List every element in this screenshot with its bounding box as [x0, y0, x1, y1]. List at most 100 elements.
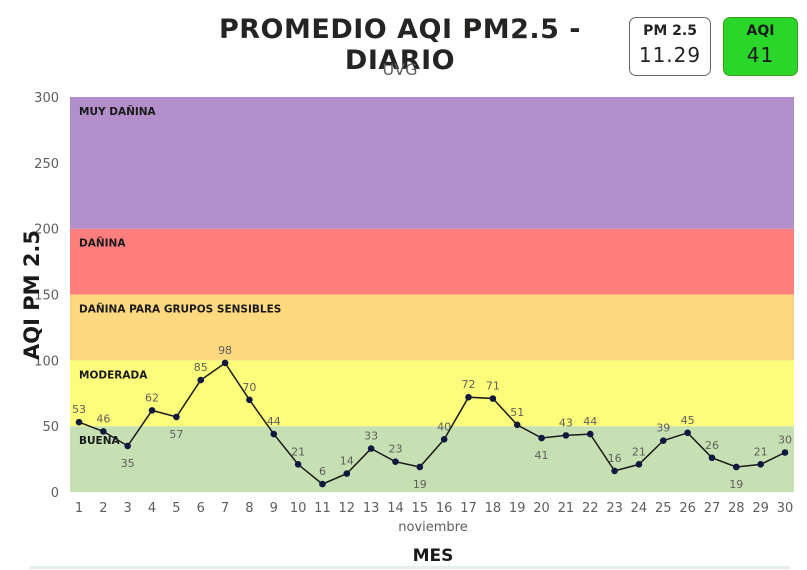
x-tick-label: 21: [558, 501, 575, 516]
x-tick-label: 20: [533, 501, 550, 516]
data-point: [684, 429, 691, 437]
data-point: [197, 376, 205, 384]
band-1: [70, 360, 794, 427]
footer-divider: [30, 566, 790, 569]
x-tick-label: 30: [777, 501, 794, 516]
data-point: [100, 428, 107, 435]
data-point: [124, 442, 131, 450]
y-axis-title: AQI PM 2.5: [20, 230, 44, 360]
y-tick-label: 0: [51, 486, 59, 501]
data-label: 19: [729, 478, 743, 491]
aqi-card-value: 41: [746, 43, 775, 67]
data-point: [392, 458, 399, 466]
data-point: [489, 395, 497, 402]
pm25-card-label: PM 2.5: [643, 23, 697, 39]
data-point: [757, 461, 764, 468]
x-tick-label: 29: [752, 501, 769, 516]
data-point: [221, 359, 229, 367]
band-label: BUENA: [79, 435, 120, 447]
data-label: 16: [608, 452, 622, 465]
chart-subtitle: UVG: [382, 60, 418, 79]
data-point: [75, 418, 83, 426]
data-label: 19: [413, 478, 427, 491]
data-label: 26: [705, 439, 719, 452]
x-tick-label: 8: [245, 501, 253, 516]
data-label: 51: [510, 406, 524, 419]
x-axis-title: MES: [413, 546, 454, 566]
band-2: [70, 294, 794, 361]
data-label: 21: [632, 445, 646, 458]
data-point: [781, 449, 789, 456]
data-point: [173, 413, 180, 421]
data-label: 71: [486, 380, 500, 393]
data-point: [440, 436, 448, 443]
band-label: DAÑINA: [79, 237, 126, 250]
x-tick-label: 9: [270, 501, 278, 516]
y-tick-label: 300: [34, 91, 59, 106]
data-point: [367, 445, 375, 452]
aqi-card: AQI 41: [723, 17, 798, 76]
data-point: [562, 432, 570, 439]
x-tick-label: 24: [631, 501, 648, 516]
band-3: [70, 228, 794, 295]
data-label: 21: [291, 445, 305, 458]
data-label: 33: [364, 430, 378, 443]
data-label: 98: [218, 344, 232, 357]
data-label: 72: [462, 378, 476, 391]
data-point: [733, 463, 740, 471]
y-tick-label: 50: [42, 420, 59, 435]
data-label: 40: [437, 420, 451, 433]
data-label: 6: [319, 465, 326, 478]
x-tick-label: 15: [412, 501, 429, 516]
data-label: 53: [72, 403, 86, 416]
data-label: 30: [778, 434, 792, 447]
data-point: [416, 463, 424, 471]
x-tick-label: 4: [148, 501, 156, 516]
band-label: MODERADA: [79, 369, 148, 381]
data-point: [294, 461, 302, 468]
data-point: [319, 480, 326, 488]
y-tick-label: 250: [34, 157, 59, 172]
band-4: [70, 97, 794, 229]
data-label: 14: [340, 455, 354, 468]
x-tick-label: 26: [679, 501, 696, 516]
x-tick-label: 5: [172, 501, 180, 516]
data-point: [635, 461, 643, 468]
x-tick-label: 25: [655, 501, 672, 516]
data-point: [465, 393, 472, 401]
x-tick-label: 16: [436, 501, 453, 516]
x-tick-label: 22: [582, 501, 599, 516]
x-tick-label: 11: [314, 501, 331, 516]
data-point: [148, 407, 156, 414]
data-label: 43: [559, 416, 573, 429]
data-point: [246, 396, 253, 404]
data-label: 39: [656, 422, 670, 435]
x-tick-label: 27: [704, 501, 721, 516]
x-tick-label: 3: [124, 501, 132, 516]
data-point: [586, 430, 594, 438]
y-tick-label: 100: [34, 354, 59, 369]
data-label: 46: [96, 412, 110, 425]
data-point: [513, 421, 521, 429]
x-tick-label: 13: [363, 501, 380, 516]
x-tick-label: 14: [387, 501, 404, 516]
data-point: [270, 430, 278, 438]
data-point: [538, 434, 545, 442]
band-label: MUY DAÑINA: [79, 105, 157, 118]
data-label: 35: [121, 457, 135, 470]
data-label: 62: [145, 391, 159, 404]
pm25-card: PM 2.5 11.29: [629, 17, 711, 76]
x-tick-label: 12: [339, 501, 356, 516]
aqi-card-label: AQI: [746, 23, 775, 39]
data-label: 44: [267, 415, 281, 428]
x-group-label: noviembre: [398, 520, 467, 535]
x-tick-label: 23: [606, 501, 623, 516]
data-label: 21: [754, 445, 768, 458]
x-tick-label: 17: [460, 501, 477, 516]
x-tick-label: 10: [290, 501, 307, 516]
y-tick-label: 150: [34, 289, 59, 304]
x-tick-label: 6: [197, 501, 205, 516]
data-label: 44: [583, 415, 597, 428]
x-tick-label: 18: [485, 501, 502, 516]
